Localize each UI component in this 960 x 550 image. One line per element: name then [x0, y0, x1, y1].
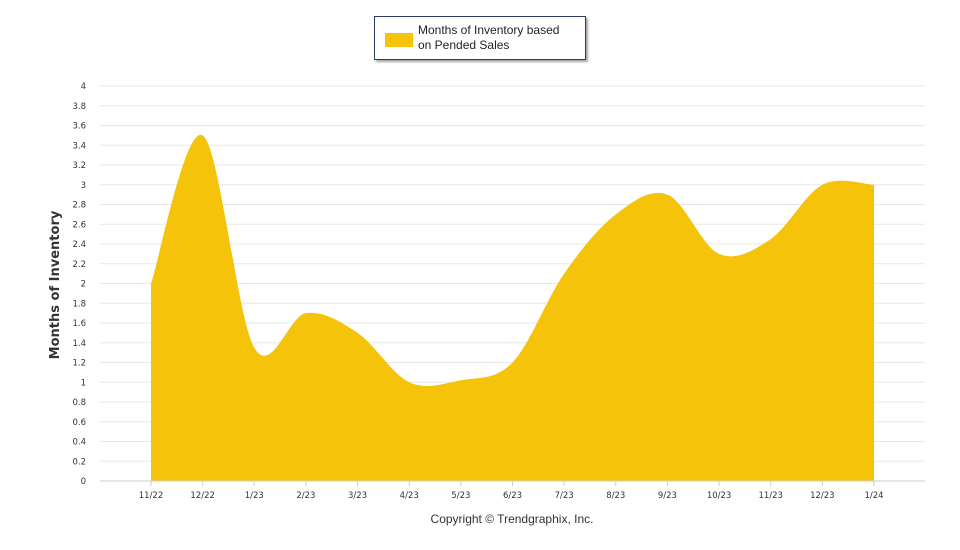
series-area: [151, 134, 874, 481]
x-tick-labels: 11/22 12/22 1/23 2/23 3/23 4/23 5/23 6/23 7/23 8/…: [139, 491, 884, 501]
y-tick-label: 3: [81, 181, 86, 191]
y-tick-label: 0.4: [72, 438, 86, 448]
y-tick-label: 3.2: [72, 161, 86, 171]
x-tick-label: 5/23: [451, 491, 470, 501]
y-tick-label: 1.2: [72, 359, 86, 369]
x-tick-label: 7/23: [555, 491, 574, 501]
legend-label-line2: on Pended Sales: [418, 38, 510, 52]
x-tick-label: 9/23: [658, 491, 677, 501]
x-tick-label: 12/23: [810, 491, 835, 501]
y-tick-label: 2.4: [72, 240, 86, 250]
legend-swatch: [385, 33, 413, 47]
y-tick-label: 1: [81, 378, 86, 388]
series-area-layer: [150, 134, 875, 481]
y-tick-label: 3.4: [72, 141, 86, 151]
y-tick-label: 2: [81, 280, 86, 290]
y-tick-label: 1.6: [72, 319, 86, 329]
y-tick-label: 2.2: [72, 260, 86, 270]
y-tick-label: 0.6: [72, 418, 86, 428]
copyright-footer: Copyright © Trendgraphix, Inc.: [430, 512, 594, 526]
legend-label-line1: Months of Inventory based: [418, 23, 560, 37]
y-tick-label: 1.4: [72, 339, 86, 349]
x-tick-label: 11/23: [758, 491, 783, 501]
axes: [100, 480, 925, 486]
y-tick-label: 0.8: [72, 398, 86, 408]
legend: Months of Inventory based on Pended Sale…: [374, 16, 586, 60]
x-tick-label: 4/23: [400, 491, 419, 501]
y-tick-label: 2.6: [72, 220, 86, 230]
x-tick-label: 1/24: [864, 491, 883, 501]
x-tick-label: 12/22: [190, 491, 215, 501]
y-tick-label: 0: [81, 477, 86, 487]
y-tick-label: 1.8: [72, 299, 86, 309]
x-tick-label: 11/22: [139, 491, 164, 501]
x-tick-label: 3/23: [348, 491, 367, 501]
y-tick-labels: 0 0.2 0.4 0.6 0.8 1 1.2 1.4 1.6 1.8 2 2.2 2.4 2.6 2.8 3…: [72, 82, 86, 487]
x-tick-label: 2/23: [296, 491, 315, 501]
x-tick-label: 1/23: [245, 491, 264, 501]
y-axis-title: Months of Inventory: [48, 210, 63, 359]
x-tick-label: 6/23: [503, 491, 522, 501]
y-tick-label: 3.6: [72, 122, 86, 132]
y-tick-label: 3.8: [72, 102, 86, 112]
y-tick-label: 2.8: [72, 201, 86, 211]
y-tick-label: 0.2: [72, 457, 86, 467]
legend-label: Months of Inventory based on Pended Sale…: [418, 23, 583, 53]
x-tick-label: 10/23: [707, 491, 732, 501]
y-tick-label: 4: [81, 82, 86, 92]
x-tick-label: 8/23: [606, 491, 625, 501]
